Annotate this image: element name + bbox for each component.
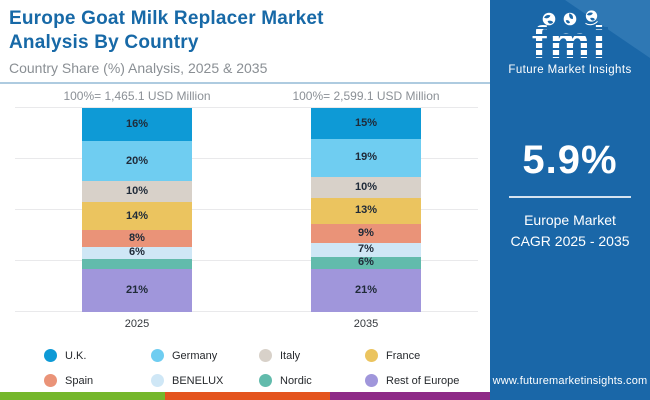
legend-dot-icon	[44, 349, 57, 362]
bar-segment-spain: 8%	[82, 230, 192, 247]
bar-segment-nordic	[82, 258, 192, 270]
fmi-wordmark: fmi	[531, 17, 609, 68]
cagr-divider	[509, 196, 631, 198]
gridline	[15, 260, 478, 261]
bar-segment-germany: 19%	[311, 138, 421, 178]
gridline	[15, 311, 478, 312]
legend-item-france: France	[365, 349, 495, 362]
legend-dot-icon	[151, 349, 164, 362]
footer-color-strips	[0, 392, 490, 400]
header-divider	[0, 82, 490, 84]
legend-item-italy: Italy	[259, 349, 365, 362]
legend-item-rest-of-europe: Rest of Europe	[365, 374, 495, 387]
legend-label: BENELUX	[172, 374, 224, 387]
legend-label: France	[386, 349, 421, 362]
cagr-block: 5.9% Europe Market CAGR 2025 - 2035	[490, 138, 650, 252]
bar-segment-germany: 20%	[82, 140, 192, 182]
bar-segment-benelux: 7%	[311, 242, 421, 257]
page-subtitle: Country Share (%) Analysis, 2025 & 2035	[9, 60, 268, 76]
legend-item-u-k: U.K.	[44, 349, 151, 362]
cagr-value: 5.9%	[522, 138, 618, 182]
legend-label: U.K.	[65, 349, 87, 362]
legend-dot-icon	[365, 349, 378, 362]
page-title-line2: Analysis By Country	[9, 32, 199, 53]
stacked-bar-2025: 16% 20% 10% 14% 8% 6% 21%	[82, 108, 192, 312]
legend-item-nordic: Nordic	[259, 374, 365, 387]
bar-segment-nordic: 6%	[311, 256, 421, 270]
legend-dot-icon	[44, 374, 57, 387]
bar-total-2025: 100%= 1,465.1 USD Million	[63, 89, 211, 103]
bar-segment-italy: 10%	[82, 181, 192, 202]
bar-segment-rest-of-europe: 21%	[311, 269, 421, 312]
fmi-logo-caption: Future Market Insights	[508, 64, 632, 76]
brand-sidebar: fmi Future Market Insights 5.9% Europe M…	[490, 0, 650, 400]
legend-dot-icon	[151, 374, 164, 387]
page-title-line1: Europe Goat Milk Replacer Market	[9, 8, 324, 29]
x-axis-label-2025: 2025	[124, 318, 150, 330]
gridline	[15, 107, 478, 108]
cagr-label-line2: CAGR 2025 - 2035	[510, 233, 630, 249]
legend-dot-icon	[259, 374, 272, 387]
legend-item-benelux: BENELUX	[151, 374, 259, 387]
bar-segment-u-k: 16%	[82, 108, 192, 141]
cagr-label-line1: Europe Market	[524, 212, 616, 228]
chart-panel: Europe Goat Milk Replacer Market Analysi…	[0, 7, 490, 400]
bar-segment-france: 14%	[82, 201, 192, 231]
legend-label: Spain	[65, 374, 94, 387]
gridline	[15, 158, 478, 159]
legend-item-spain: Spain	[44, 374, 151, 387]
legend-item-germany: Germany	[151, 349, 259, 362]
bar-total-2035: 100%= 2,599.1 USD Million	[292, 89, 440, 103]
legend-label: Rest of Europe	[386, 374, 460, 387]
footer-strip-purple	[330, 392, 490, 400]
bar-segment-spain: 9%	[311, 224, 421, 243]
legend-label: Germany	[172, 349, 218, 362]
stacked-bar-2035: 15% 19% 10% 13% 9% 7% 6% 21%	[311, 108, 421, 312]
bar-segment-benelux: 6%	[82, 246, 192, 259]
header: Europe Goat Milk Replacer Market Analysi…	[9, 7, 479, 76]
gridline	[15, 209, 478, 210]
x-axis-label-2035: 2035	[353, 318, 379, 330]
legend-dot-icon	[259, 349, 272, 362]
legend-label: Nordic	[280, 374, 312, 387]
website-link[interactable]: www.futuremarketinsights.com	[492, 375, 648, 387]
bar-segment-rest-of-europe: 21%	[82, 269, 192, 312]
legend-dot-icon	[365, 374, 378, 387]
chart-legend: U.K. Germany Italy France Spain BENELUX Nordic…	[44, 343, 495, 393]
footer-strip-orange	[165, 392, 330, 400]
footer-strip-green	[0, 392, 165, 400]
bar-segment-france: 13%	[311, 197, 421, 225]
fmi-logo: fmi Future Market Insights	[490, 10, 650, 76]
stacked-bar-chart: 100%= 1,465.1 USD Million 100%= 2,599.1 …	[15, 89, 478, 330]
bar-segment-italy: 10%	[311, 177, 421, 198]
bar-segment-u-k: 15%	[311, 108, 421, 139]
legend-label: Italy	[280, 349, 301, 362]
